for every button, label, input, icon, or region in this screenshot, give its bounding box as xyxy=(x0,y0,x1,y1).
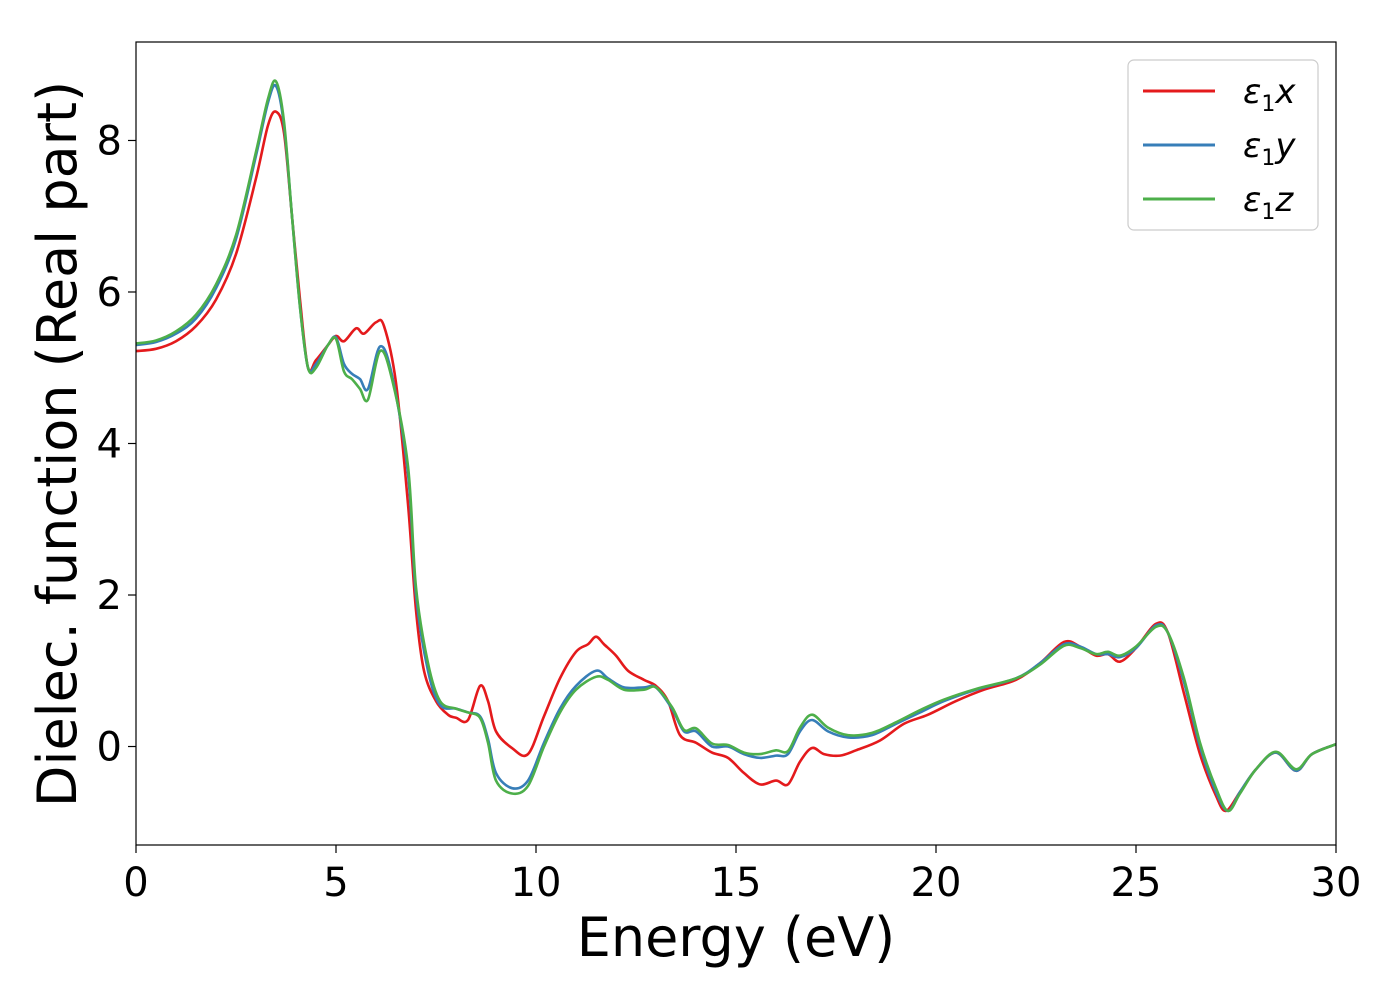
x-tick-label: 20 xyxy=(911,860,962,906)
legend-label-y: ε1y xyxy=(1243,126,1296,171)
y-tick-label: 4 xyxy=(97,422,122,468)
legend-label-x: ε1x xyxy=(1243,72,1296,117)
x-tick-label: 25 xyxy=(1111,860,1162,906)
y-tick-label: 2 xyxy=(97,573,122,619)
x-tick-label: 0 xyxy=(123,860,148,906)
y-tick-label: 0 xyxy=(97,725,122,771)
legend-label-z: ε1z xyxy=(1243,180,1294,225)
plot-layer xyxy=(136,79,1336,813)
legend-box xyxy=(1127,59,1319,231)
y-tick-label: 6 xyxy=(97,270,122,316)
x-tick-label: 30 xyxy=(1311,860,1362,906)
x-tick-label: 15 xyxy=(711,860,762,906)
series-line-z xyxy=(136,79,1336,813)
x-tick-label: 10 xyxy=(511,860,562,906)
ticks-layer: 0 5 10 15 20 25 30 0 2 4 6 8 xyxy=(97,118,1362,906)
y-axis-label: Dielec. function (Real part) xyxy=(26,81,89,807)
legend: ε1x ε1y ε1z xyxy=(1127,59,1319,231)
series-line-y xyxy=(136,83,1336,813)
y-tick-label: 8 xyxy=(97,118,122,164)
x-tick-label: 5 xyxy=(323,860,348,906)
x-axis-label: Energy (eV) xyxy=(577,906,896,969)
